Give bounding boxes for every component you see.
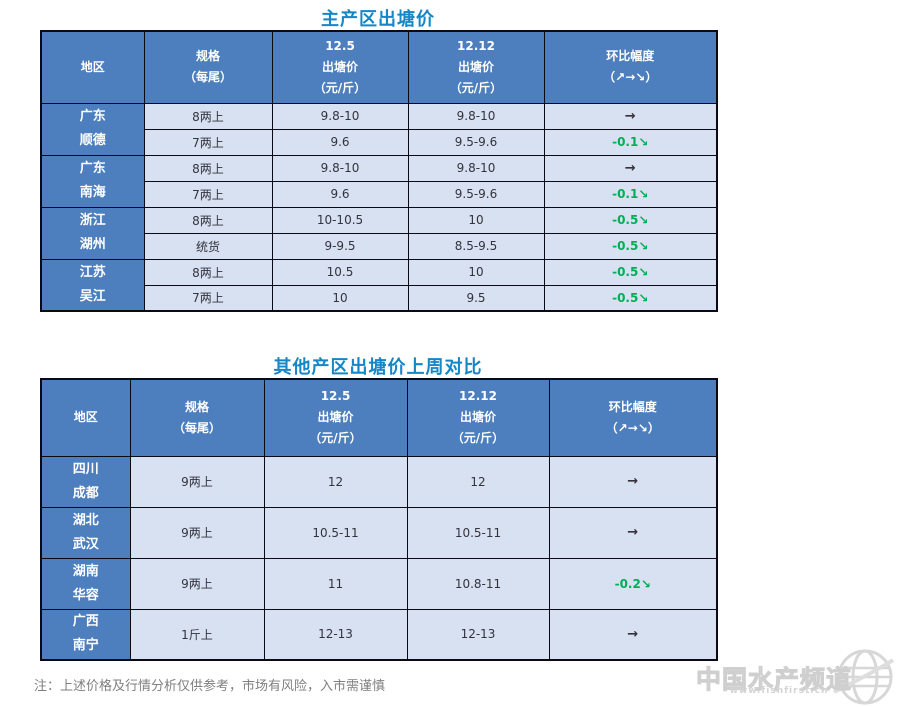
price-12-12-cell: 9.5 xyxy=(407,284,545,312)
price-12-12-cell: 9.5-9.6 xyxy=(407,128,545,156)
price-12-5-cell: 9.6 xyxy=(271,128,409,156)
change-cell: → xyxy=(543,154,718,182)
spec-cell: 7两上 xyxy=(143,284,273,312)
region-cell: 湖北 武汉 xyxy=(40,506,131,559)
region-cell: 广东 顺德 xyxy=(40,102,145,156)
spec-cell: 统货 xyxy=(143,232,273,260)
price-12-12-cell: 12 xyxy=(406,455,550,508)
change-cell: → xyxy=(543,102,718,130)
region-cell: 广西 南宁 xyxy=(40,608,131,661)
table-row: 浙江 湖州 8两上 10-10.5 10 -0.5↘ xyxy=(40,206,718,260)
table-row: 7两上 9.6 9.5-9.6 -0.1↘ xyxy=(41,128,718,156)
spec-cell: 9两上 xyxy=(129,455,265,508)
price-12-5-cell: 10.5 xyxy=(271,258,409,286)
watermark-url-text: www.fishfirst.cn xyxy=(729,686,829,696)
price-12-5-cell: 10.5-11 xyxy=(263,506,408,559)
region-cell: 江苏 吴江 xyxy=(40,258,145,312)
header-p1-cell: 12.5 出塘价 （元/斤） xyxy=(271,30,409,104)
price-12-12-cell: 10 xyxy=(407,258,545,286)
change-cell: → xyxy=(548,506,718,559)
price-12-12-cell: 9.8-10 xyxy=(407,102,545,130)
watermark: 中国水产频道 www.fishfirst.cn xyxy=(684,648,894,707)
table-row: 湖北 武汉 9两上 10.5-11 10.5-11 → xyxy=(40,506,718,559)
other-table-body: 四川 成都 9两上 12 12 → 湖北 武汉 9两上 10.5-11 10.5-11 → 湖南 华容 9两… xyxy=(40,455,718,661)
region-cell: 浙江 湖州 xyxy=(40,206,145,260)
price-12-12-cell: 9.5-9.6 xyxy=(407,180,545,208)
price-12-5-cell: 9.8-10 xyxy=(271,102,409,130)
change-cell: -0.1↘ xyxy=(543,128,718,156)
price-12-12-cell: 10.8-11 xyxy=(406,557,550,610)
price-12-5-cell: 10 xyxy=(271,284,409,312)
header-spec-cell: 规格 （每尾） xyxy=(129,378,265,457)
spec-cell: 8两上 xyxy=(143,102,273,130)
main-table-body: 广东 顺德 8两上 9.8-10 9.8-10 → 7两上 9.6 9.5-9.6 -0.1↘ 广东… xyxy=(40,102,718,312)
spec-cell: 1斤上 xyxy=(129,608,265,661)
price-12-12-cell: 9.8-10 xyxy=(407,154,545,182)
table-row: 7两上 10 9.5 -0.5↘ xyxy=(41,284,718,312)
region-cell: 四川 成都 xyxy=(40,455,131,508)
table-row: 湖南 华容 9两上 11 10.8-11 -0.2↘ xyxy=(40,557,718,610)
change-cell: -0.1↘ xyxy=(543,180,718,208)
main-table-header: 地区 规格 （每尾） 12.5 出塘价 （元/斤） 12.12 出塘价 （元/斤） 环比幅度 （↗→… xyxy=(40,30,718,104)
spec-cell: 9两上 xyxy=(129,557,265,610)
change-cell: → xyxy=(548,608,718,661)
change-cell: -0.5↘ xyxy=(543,232,718,260)
globe-icon xyxy=(833,649,894,705)
change-cell: -0.5↘ xyxy=(543,206,718,234)
header-p2-cell: 12.12 出塘价 （元/斤） xyxy=(406,378,550,457)
table-row: 广东 南海 8两上 9.8-10 9.8-10 → xyxy=(40,154,718,208)
other-table-title: 其他产区出塘价上周对比 xyxy=(273,357,483,378)
region-cell: 湖南 华容 xyxy=(40,557,131,610)
price-12-5-cell: 12 xyxy=(263,455,408,508)
change-cell: -0.5↘ xyxy=(543,258,718,286)
price-12-12-cell: 10.5-11 xyxy=(406,506,550,559)
header-region-cell: 地区 xyxy=(40,378,131,457)
table-row: 江苏 吴江 8两上 10.5 10 -0.5↘ xyxy=(40,258,718,312)
spec-cell: 9两上 xyxy=(129,506,265,559)
main-table-title: 主产区出塘价 xyxy=(321,9,435,30)
disclaimer-note: 注：上述价格及行情分析仅供参考，市场有风险，入市需谨慎 xyxy=(34,679,386,694)
spec-cell: 8两上 xyxy=(143,206,273,234)
price-12-5-cell: 11 xyxy=(263,557,408,610)
header-p2-cell: 12.12 出塘价 （元/斤） xyxy=(407,30,545,104)
header-row: 地区 规格 （每尾） 12.5 出塘价 （元/斤） 12.12 出塘价 （元/斤） 环比幅度 （↗→… xyxy=(40,30,718,104)
change-cell: → xyxy=(548,455,718,508)
spec-cell: 8两上 xyxy=(143,154,273,182)
spec-cell: 8两上 xyxy=(143,258,273,286)
price-12-5-cell: 9.6 xyxy=(271,180,409,208)
other-region-price-table: 地区 规格 （每尾） 12.5 出塘价 （元/斤） 12.12 出塘价 （元/斤） 环比幅度 （↗→… xyxy=(40,378,718,661)
price-12-5-cell: 12-13 xyxy=(263,608,408,661)
table-row: 广东 顺德 8两上 9.8-10 9.8-10 → xyxy=(40,102,718,156)
price-12-5-cell: 10-10.5 xyxy=(271,206,409,234)
price-12-5-cell: 9-9.5 xyxy=(271,232,409,260)
other-table-header: 地区 规格 （每尾） 12.5 出塘价 （元/斤） 12.12 出塘价 （元/斤） 环比幅度 （↗→… xyxy=(40,378,718,457)
change-cell: -0.5↘ xyxy=(543,284,718,312)
price-12-5-cell: 9.8-10 xyxy=(271,154,409,182)
header-chg-cell: 环比幅度 （↗→↘） xyxy=(543,30,718,104)
table-row: 7两上 9.6 9.5-9.6 -0.1↘ xyxy=(41,180,718,208)
change-cell: -0.2↘ xyxy=(548,557,718,610)
header-row: 地区 规格 （每尾） 12.5 出塘价 （元/斤） 12.12 出塘价 （元/斤） 环比幅度 （↗→… xyxy=(40,378,718,457)
table-row: 统货 9-9.5 8.5-9.5 -0.5↘ xyxy=(41,232,718,260)
header-chg-cell: 环比幅度 （↗→↘） xyxy=(548,378,718,457)
table-row: 四川 成都 9两上 12 12 → xyxy=(40,455,718,508)
table-row: 广西 南宁 1斤上 12-13 12-13 → xyxy=(40,608,718,661)
region-cell: 广东 南海 xyxy=(40,154,145,208)
price-12-12-cell: 10 xyxy=(407,206,545,234)
spec-cell: 7两上 xyxy=(143,180,273,208)
main-region-price-table: 地区 规格 （每尾） 12.5 出塘价 （元/斤） 12.12 出塘价 （元/斤） 环比幅度 （↗→… xyxy=(40,30,718,312)
price-12-12-cell: 8.5-9.5 xyxy=(407,232,545,260)
header-region-cell: 地区 xyxy=(40,30,145,104)
spec-cell: 7两上 xyxy=(143,128,273,156)
watermark-brand-text: 中国水产频道 xyxy=(695,665,852,695)
header-spec-cell: 规格 （每尾） xyxy=(143,30,273,104)
price-12-12-cell: 12-13 xyxy=(406,608,550,661)
header-p1-cell: 12.5 出塘价 （元/斤） xyxy=(263,378,408,457)
